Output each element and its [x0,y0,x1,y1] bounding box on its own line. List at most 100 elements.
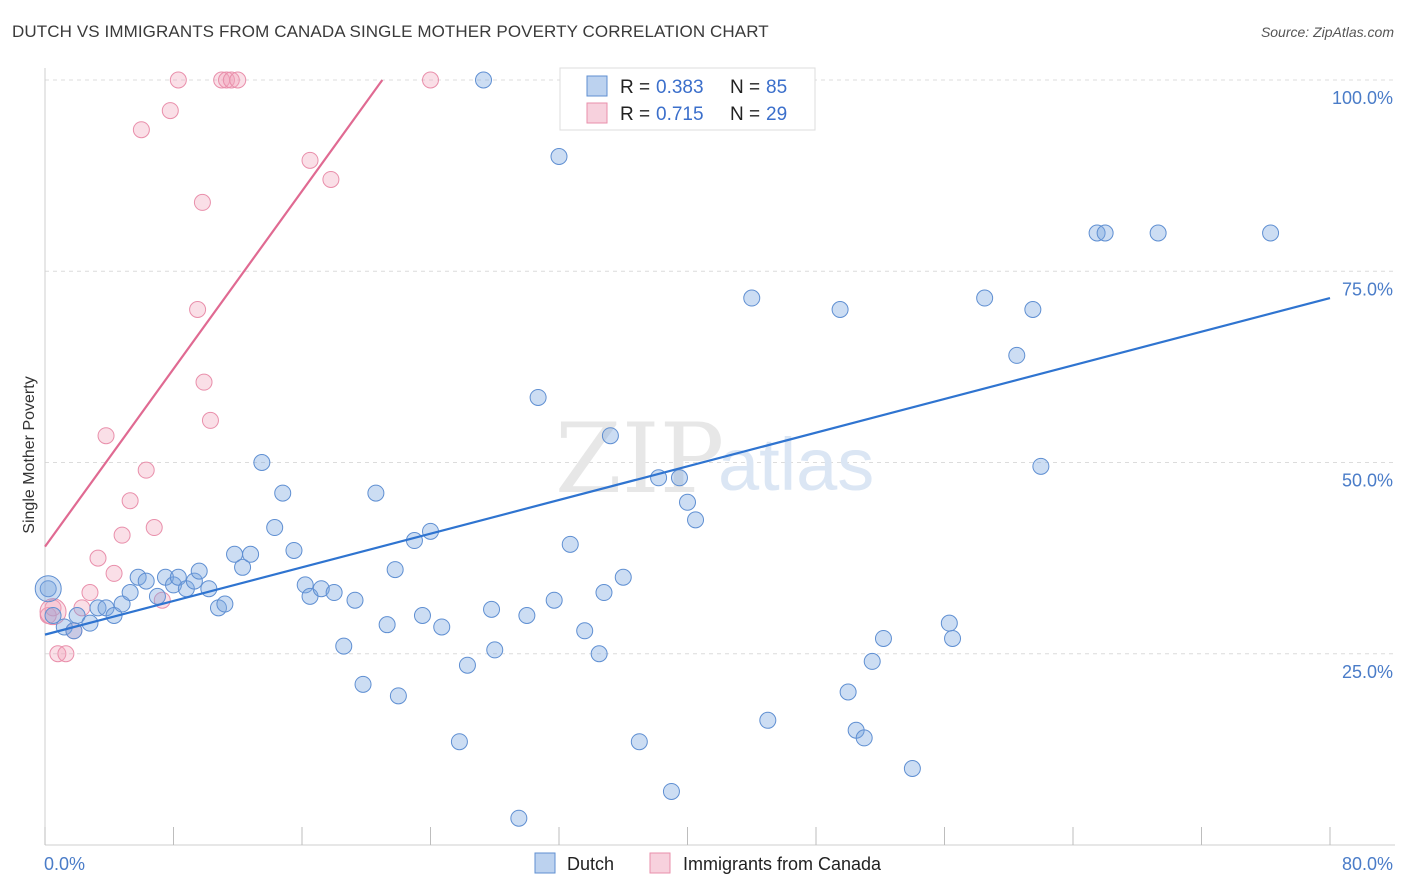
canada-data-point [195,373,213,391]
dutch-data-point [831,301,849,318]
dutch-data-point [863,652,881,670]
dutch-data-point [266,519,284,537]
dutch-data-point [630,733,648,751]
dutch-n-value: 85 [766,77,787,98]
dutch-data-point [662,782,680,800]
canada-data-point [121,492,139,510]
dutch-data-point [670,469,688,487]
canada-n-value: 29 [766,104,787,125]
canada-data-point [229,71,247,89]
dutch-data-point [1149,224,1167,242]
dutch-n-label: N = [730,77,760,98]
canada-legend-swatch [586,102,608,124]
y-axis-title: Single Mother Poverty [21,376,38,533]
dutch-r-value: 0.383 [656,77,704,98]
dutch-data-point [285,541,303,559]
watermark-zip: ZIP [555,403,724,515]
dutch-data-point [433,618,451,636]
dutch-data-point [475,71,493,89]
series-canada-points [39,71,439,663]
dutch-data-point [483,600,501,618]
dutch-data-point [874,629,892,647]
y-tick-label: 100.0% [1332,88,1393,108]
canada-data-point-large [39,598,67,626]
canada-data-point [57,645,75,663]
dutch-data-point [378,616,396,634]
dutch-trend-line [44,296,1331,636]
x-tick-label-min: 0.0% [44,854,85,874]
canada-trend-line [44,79,384,548]
canada-r-label: R = [620,104,650,125]
canada-r-value: 0.715 [656,104,704,125]
dutch-data-point [325,584,343,602]
dutch-data-point [68,607,86,624]
dutch-data-point [759,711,777,729]
dutch-data-point [190,562,208,580]
dutch-data-point [529,388,547,406]
canada-data-point [222,71,240,89]
dutch-data-point-large [34,575,62,603]
dutch-data-point [687,511,705,529]
y-tick-label: 50.0% [1342,471,1393,491]
dutch-legend-swatch [586,75,608,97]
dutch-data-point [458,656,476,674]
dutch-data-point [386,561,404,579]
dutch-data-point [1262,224,1280,242]
dutch-data-point [389,687,407,705]
dutch-data-point [944,629,962,647]
canada-data-point [137,461,155,479]
dutch-data-point [903,760,921,777]
chart-title: DUTCH VS IMMIGRANTS FROM CANADA SINGLE M… [12,22,769,41]
dutch-data-point [312,580,330,598]
dutch-data-point [976,289,994,307]
canada-data-point [89,549,107,567]
canada-data-point [113,526,131,544]
dutch-data-point [346,591,364,609]
dutch-data-point [940,614,958,632]
dutch-data-point [413,607,431,624]
dutch-data-point [743,289,761,307]
dutch-data-point [367,484,385,502]
dutch-data-point [1024,301,1042,318]
canada-n-label: N = [730,104,760,125]
watermark-atlas: atlas [718,423,874,506]
canada-data-point [105,564,123,582]
dutch-data-point [200,580,218,598]
y-tick-labels: 25.0% 50.0% 75.0% 100.0% [1332,88,1393,682]
dutch-data-point [550,148,568,165]
x-tick-label-max: 80.0% [1342,854,1393,874]
canada-legend-label: Immigrants from Canada [683,854,882,874]
dutch-data-point [545,591,563,609]
dutch-data-point [335,637,353,655]
dutch-data-point [595,584,613,602]
dutch-data-point [39,580,57,598]
dutch-data-point [679,493,696,511]
canada-data-point [189,301,207,318]
dutch-data-point [510,809,528,827]
dutch-data-point [121,584,139,602]
dutch-data-point [839,683,857,701]
series-dutch-points [34,71,1280,827]
series-legend: Dutch Immigrants from Canada [534,852,882,874]
canada-data-point [301,151,319,169]
canada-bottom-legend-swatch [649,852,671,874]
dutch-data-point [601,427,619,445]
dutch-data-point [590,645,608,663]
dutch-bottom-legend-swatch [534,852,556,874]
canada-data-point [322,170,340,188]
canada-data-point [169,71,187,89]
dutch-data-point [561,535,579,553]
dutch-data-point [486,641,504,659]
dutch-data-point [129,568,147,586]
dutch-data-point [1096,224,1114,242]
canada-data-point [81,584,99,602]
dutch-data-point [274,484,292,502]
canada-data-point [97,427,115,445]
dutch-data-point [1008,346,1026,364]
dutch-data-point [185,572,203,590]
source-label: Source: ZipAtlas.com [1260,24,1394,40]
canada-data-point [161,102,179,120]
dutch-data-point [614,568,632,586]
dutch-data-point [242,545,260,563]
